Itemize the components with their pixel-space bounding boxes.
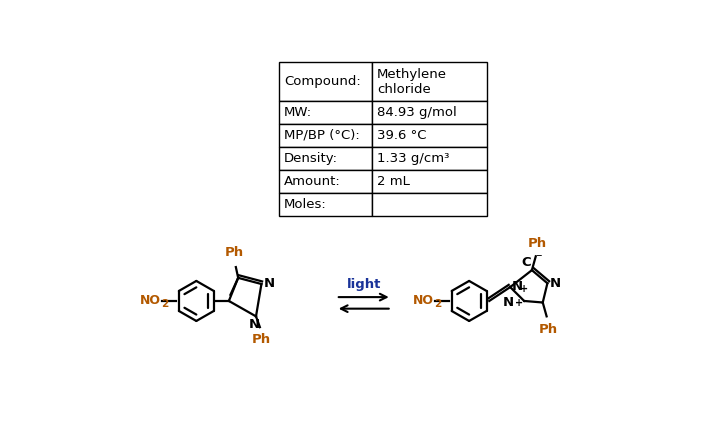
- Text: NO: NO: [413, 294, 433, 307]
- Text: 2: 2: [434, 299, 441, 309]
- Text: Moles:: Moles:: [284, 198, 327, 211]
- Text: 39.6 °C: 39.6 °C: [377, 129, 426, 142]
- Text: C: C: [521, 256, 531, 269]
- Bar: [373, 101, 487, 124]
- Text: N: N: [503, 296, 514, 309]
- Text: ⁻: ⁻: [535, 252, 542, 265]
- Bar: [373, 170, 487, 193]
- Text: N: N: [550, 277, 561, 290]
- Text: NO: NO: [139, 294, 161, 307]
- Text: MP/BP (°C):: MP/BP (°C):: [284, 129, 360, 142]
- Bar: [373, 124, 487, 147]
- Bar: [280, 62, 373, 101]
- Text: +: +: [515, 298, 523, 308]
- Bar: [280, 124, 373, 147]
- Text: N: N: [249, 318, 260, 331]
- Text: Amount:: Amount:: [284, 175, 340, 188]
- Text: Ph: Ph: [252, 333, 271, 346]
- Bar: [280, 193, 373, 216]
- Text: N: N: [264, 277, 275, 290]
- Text: MW:: MW:: [284, 106, 312, 119]
- Text: Ph: Ph: [225, 246, 244, 260]
- Text: N: N: [512, 280, 523, 293]
- Text: 2 mL: 2 mL: [377, 175, 410, 188]
- Text: light: light: [347, 278, 381, 291]
- Text: Ph: Ph: [528, 237, 547, 250]
- Text: 2: 2: [162, 299, 169, 309]
- Bar: [280, 101, 373, 124]
- Text: Ph: Ph: [538, 323, 558, 335]
- Bar: [280, 170, 373, 193]
- Bar: [373, 147, 487, 170]
- Text: Density:: Density:: [284, 152, 338, 165]
- Text: Methylene
chloride: Methylene chloride: [377, 67, 447, 96]
- Text: +: +: [521, 284, 528, 293]
- Bar: [373, 62, 487, 101]
- Text: Compound:: Compound:: [284, 75, 360, 88]
- Bar: [373, 193, 487, 216]
- Text: 84.93 g/mol: 84.93 g/mol: [377, 106, 457, 119]
- Bar: [280, 147, 373, 170]
- Text: 1.33 g/cm³: 1.33 g/cm³: [377, 152, 449, 165]
